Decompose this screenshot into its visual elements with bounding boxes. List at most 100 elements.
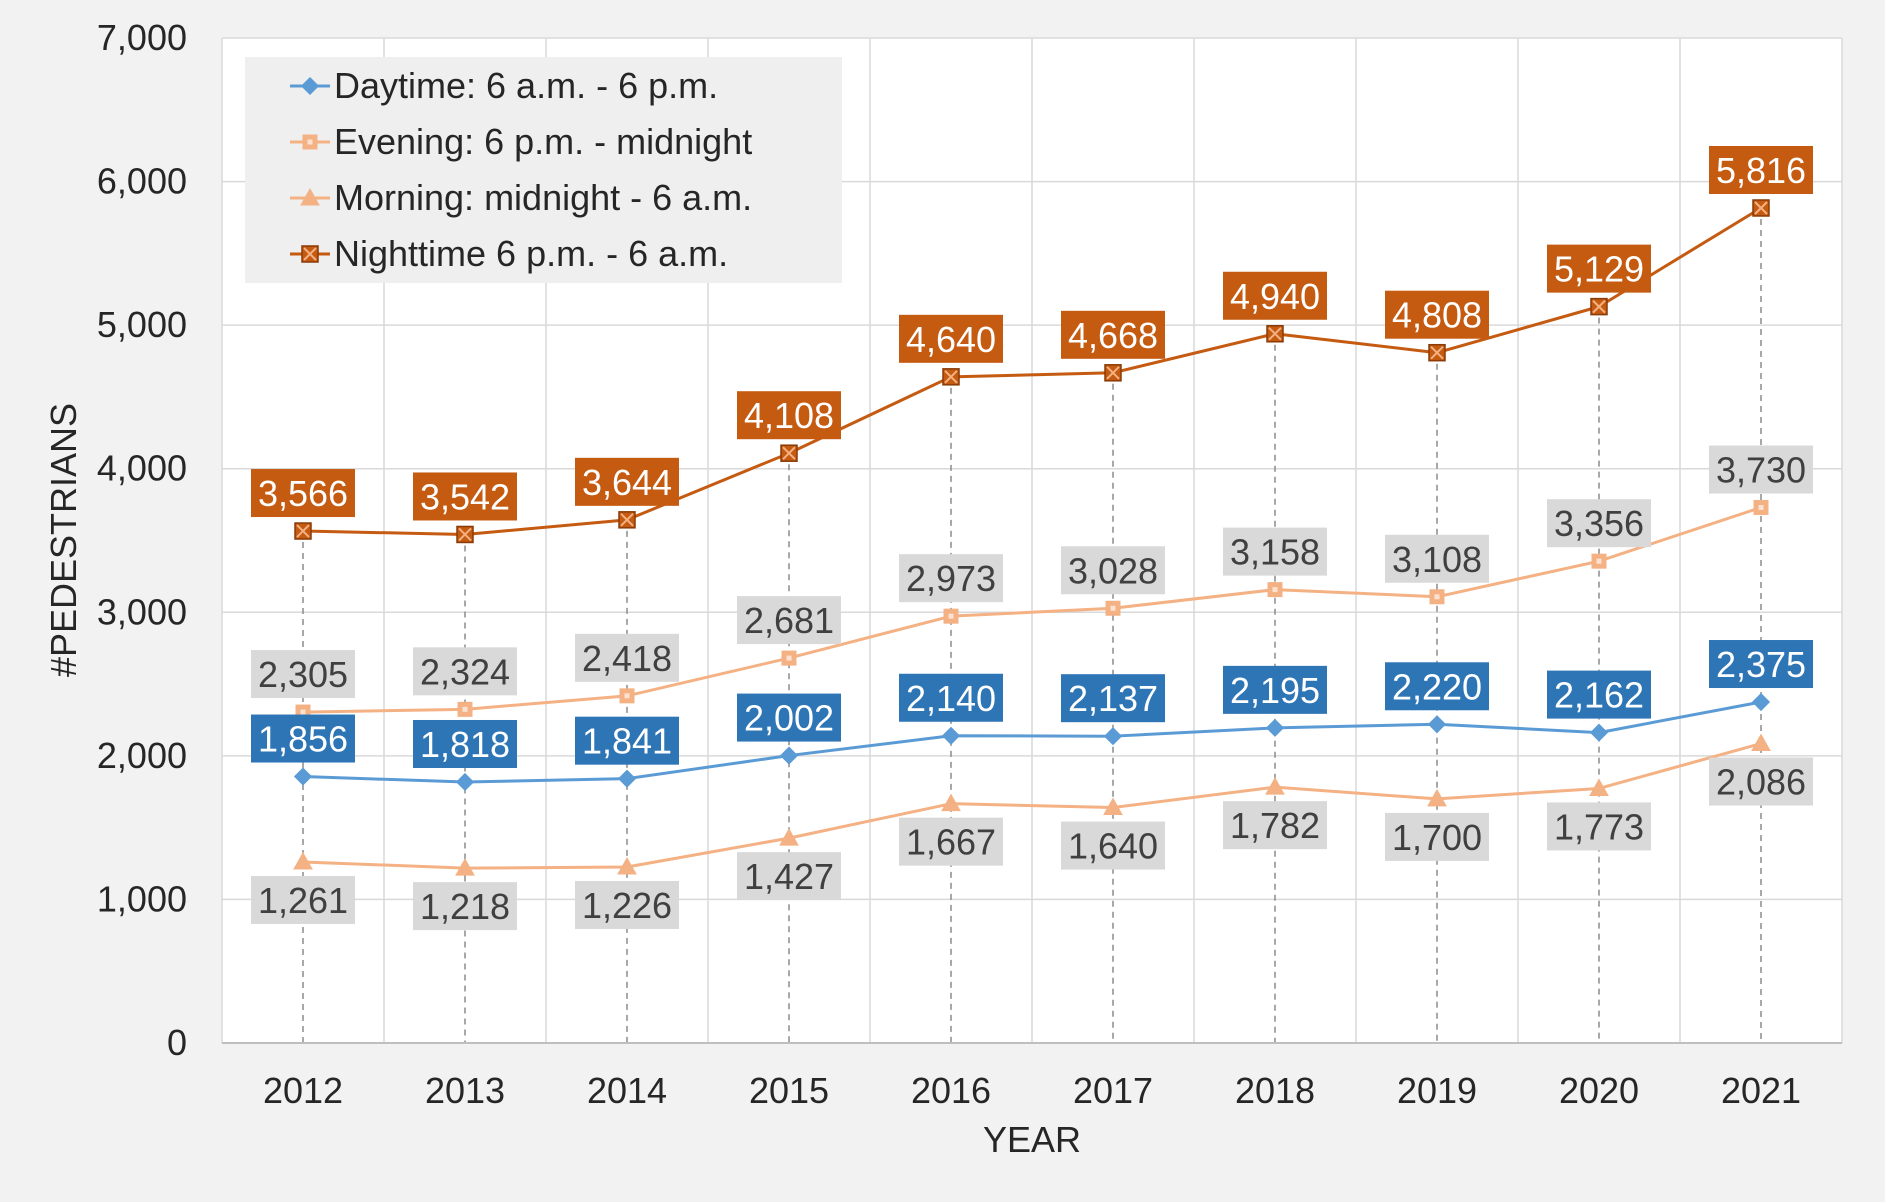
data-label: 3,356 bbox=[1554, 503, 1644, 544]
data-label-bg bbox=[899, 673, 1003, 722]
data-point bbox=[456, 525, 474, 544]
series-line-0 bbox=[302, 700, 1762, 784]
data-label-bg bbox=[575, 457, 679, 506]
data-point bbox=[455, 772, 475, 792]
y-tick-label: 3,000 bbox=[97, 591, 187, 632]
data-point bbox=[457, 701, 473, 717]
y-tick-label: 7,000 bbox=[97, 17, 187, 58]
marker-cross-b bbox=[1106, 366, 1120, 380]
data-label: 2,375 bbox=[1716, 644, 1806, 685]
data-label: 2,195 bbox=[1230, 670, 1320, 711]
data-point bbox=[1752, 199, 1770, 217]
data-label-bg bbox=[899, 817, 1003, 866]
data-label: 2,140 bbox=[906, 678, 996, 719]
data-point bbox=[1427, 715, 1447, 734]
data-label: 4,640 bbox=[906, 319, 996, 360]
data-point bbox=[1589, 723, 1609, 742]
marker-square-center bbox=[462, 706, 468, 712]
data-label-bg bbox=[1061, 821, 1165, 870]
y-axis-title: #PEDESTRIANS bbox=[43, 403, 84, 677]
y-tick-label: 0 bbox=[167, 1022, 187, 1063]
data-label-bg bbox=[1223, 271, 1327, 320]
legend-marker bbox=[300, 187, 320, 206]
x-tick-label: 2015 bbox=[749, 1070, 829, 1111]
marker-square-center bbox=[948, 613, 954, 619]
x-tick-label: 2016 bbox=[911, 1070, 991, 1111]
marker-square-center bbox=[1758, 504, 1764, 510]
data-label: 4,668 bbox=[1068, 315, 1158, 356]
x-tick-label: 2013 bbox=[425, 1070, 505, 1111]
data-label: 1,818 bbox=[420, 724, 510, 765]
x-tick-label: 2017 bbox=[1073, 1070, 1153, 1111]
data-label: 3,566 bbox=[258, 473, 348, 514]
y-tick-label: 6,000 bbox=[97, 161, 187, 202]
data-label-bg bbox=[899, 314, 1003, 363]
data-point bbox=[1751, 692, 1771, 712]
data-point bbox=[1428, 343, 1446, 362]
data-point bbox=[781, 650, 797, 666]
data-point bbox=[617, 856, 637, 875]
data-point bbox=[941, 726, 961, 745]
y-tick-label: 1,000 bbox=[97, 878, 187, 919]
series-lines bbox=[302, 206, 1762, 870]
data-label-bg bbox=[1385, 534, 1489, 583]
data-label: 1,856 bbox=[258, 719, 348, 760]
legend-marker bbox=[301, 245, 319, 263]
data-label: 5,129 bbox=[1554, 249, 1644, 290]
marker-cross-b bbox=[303, 247, 317, 261]
data-label: 3,028 bbox=[1068, 550, 1158, 591]
marker-square-center bbox=[300, 709, 306, 715]
data-label: 1,218 bbox=[420, 886, 510, 927]
legend-marker bbox=[300, 76, 320, 96]
data-label-bg bbox=[1223, 527, 1327, 576]
x-tick-label: 2021 bbox=[1721, 1070, 1801, 1111]
data-label: 1,667 bbox=[906, 822, 996, 863]
data-label-bg bbox=[737, 596, 841, 645]
data-label-bg bbox=[251, 714, 355, 763]
data-point bbox=[1589, 778, 1609, 796]
marker-square-center bbox=[1272, 587, 1278, 593]
legend-entry-label: Daytime: 6 a.m. - 6 p.m. bbox=[334, 65, 718, 106]
data-label-bg bbox=[1547, 802, 1651, 851]
data-labels: 1,856 1,818 1,841 2,002 2,140 2,137 2,195 2,220… bbox=[251, 145, 1813, 931]
legend-entry-label: Morning: midnight - 6 a.m. bbox=[334, 177, 752, 218]
data-point bbox=[1105, 600, 1121, 616]
series-line-1 bbox=[302, 506, 1762, 714]
data-label-bg bbox=[1709, 145, 1813, 194]
data-point bbox=[941, 793, 961, 812]
data-label: 2,305 bbox=[258, 654, 348, 695]
data-label-bg bbox=[1547, 244, 1651, 293]
data-label: 2,002 bbox=[744, 698, 834, 739]
data-label: 1,700 bbox=[1392, 817, 1482, 858]
data-point bbox=[943, 608, 959, 624]
data-label: 4,808 bbox=[1392, 295, 1482, 336]
data-label: 2,137 bbox=[1068, 678, 1158, 719]
data-label: 3,542 bbox=[420, 476, 510, 517]
data-label-bg bbox=[1385, 812, 1489, 861]
data-point bbox=[455, 858, 475, 876]
data-label-bg bbox=[413, 882, 517, 931]
data-label: 2,973 bbox=[906, 558, 996, 599]
x-tick-label: 2012 bbox=[263, 1070, 343, 1111]
data-label-bg bbox=[413, 719, 517, 768]
data-label: 4,108 bbox=[744, 395, 834, 436]
data-point bbox=[1103, 727, 1123, 746]
data-label-bg bbox=[737, 391, 841, 440]
marker-square-center bbox=[1110, 605, 1116, 611]
data-label-bg bbox=[1385, 662, 1489, 711]
data-point bbox=[1265, 777, 1285, 795]
data-label: 1,773 bbox=[1554, 806, 1644, 847]
data-point bbox=[1751, 733, 1771, 752]
marker-square-center bbox=[1434, 594, 1440, 600]
data-point bbox=[1429, 589, 1445, 605]
marker-cross-b bbox=[782, 446, 796, 460]
data-label-bg bbox=[251, 650, 355, 699]
marker-cross-b bbox=[944, 370, 958, 384]
data-label: 2,220 bbox=[1392, 666, 1482, 707]
data-label: 3,108 bbox=[1392, 539, 1482, 580]
data-label: 1,261 bbox=[258, 880, 348, 921]
marker-cross-b bbox=[1754, 201, 1768, 215]
data-label-bg bbox=[1709, 757, 1813, 806]
data-label: 2,162 bbox=[1554, 675, 1644, 716]
data-label-bg bbox=[1223, 665, 1327, 714]
